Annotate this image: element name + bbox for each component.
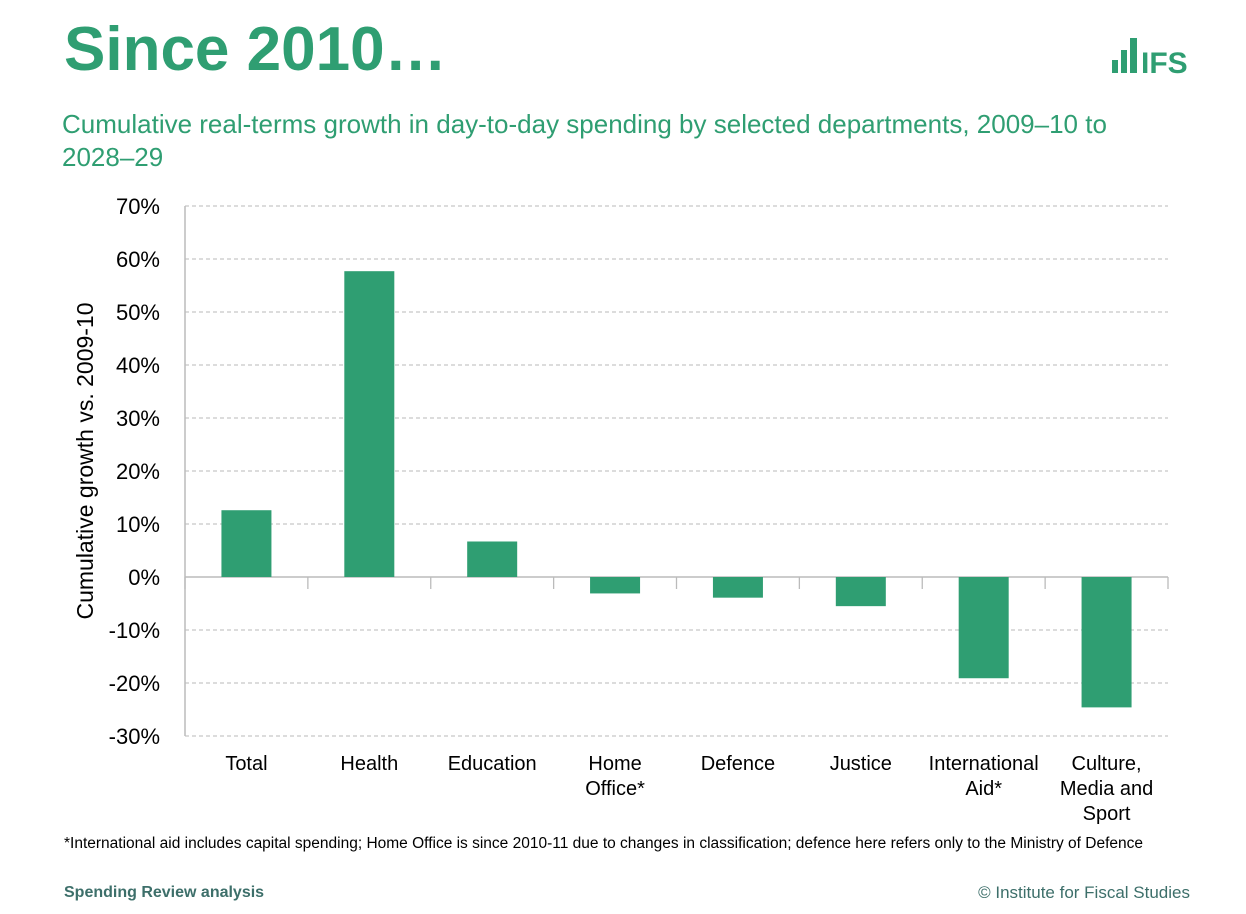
x-tick-label: Aid* — [965, 778, 1002, 800]
ifs-logo: IFS — [1110, 30, 1190, 80]
bar — [835, 577, 886, 607]
bar — [1081, 577, 1132, 708]
bar — [467, 541, 518, 577]
y-tick-label: 40% — [116, 353, 160, 378]
x-tick-label: Office* — [585, 778, 645, 800]
bar — [344, 271, 395, 577]
copyright: © Institute for Fiscal Studies — [978, 883, 1190, 902]
page-title: Since 2010… — [64, 15, 447, 84]
source-label: Spending Review analysis — [64, 884, 265, 901]
x-tick-label: Health — [340, 753, 398, 775]
y-tick-label: -10% — [109, 618, 160, 643]
bar — [712, 577, 763, 598]
chart-subtitle: Cumulative real-terms growth in day-to-d… — [62, 109, 1107, 172]
x-tick-label: Media and — [1060, 778, 1153, 800]
y-tick-label: 20% — [116, 459, 160, 484]
x-tick-label: Justice — [830, 753, 892, 775]
y-tick-label: -20% — [109, 671, 160, 696]
y-tick-label: 60% — [116, 247, 160, 272]
bar — [958, 577, 1009, 679]
y-axis-label: Cumulative growth vs. 2009-10 — [72, 302, 98, 619]
y-tick-label: 50% — [116, 300, 160, 325]
x-tick-label: Education — [448, 753, 537, 775]
x-tick-label: Total — [225, 753, 267, 775]
y-tick-label: 30% — [116, 406, 160, 431]
y-tick-label: -30% — [109, 724, 160, 749]
footnote: *International aid includes capital spen… — [64, 835, 1144, 852]
y-tick-label: 10% — [116, 512, 160, 537]
bar — [221, 510, 272, 577]
x-tick-label: Sport — [1083, 803, 1131, 825]
x-tick-label: Home — [588, 753, 641, 775]
x-tick-label: International — [929, 753, 1039, 775]
y-tick-label: 0% — [128, 565, 160, 590]
bar — [590, 577, 641, 594]
x-tick-label: Defence — [701, 753, 776, 775]
y-tick-label: 70% — [116, 194, 160, 219]
x-tick-label: Culture, — [1072, 753, 1142, 775]
